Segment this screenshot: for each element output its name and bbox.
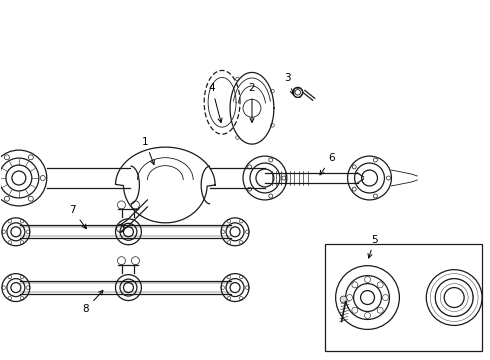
Text: 8: 8 [82, 291, 103, 315]
Circle shape [340, 296, 347, 303]
Bar [325, 244, 482, 351]
Text: 7: 7 [70, 205, 86, 229]
Text: 3: 3 [285, 73, 294, 95]
Text: 2: 2 [248, 84, 255, 122]
Text: 6: 6 [320, 153, 335, 175]
Text: 5: 5 [368, 235, 378, 258]
Text: 1: 1 [142, 137, 154, 165]
Text: 4: 4 [209, 84, 222, 122]
